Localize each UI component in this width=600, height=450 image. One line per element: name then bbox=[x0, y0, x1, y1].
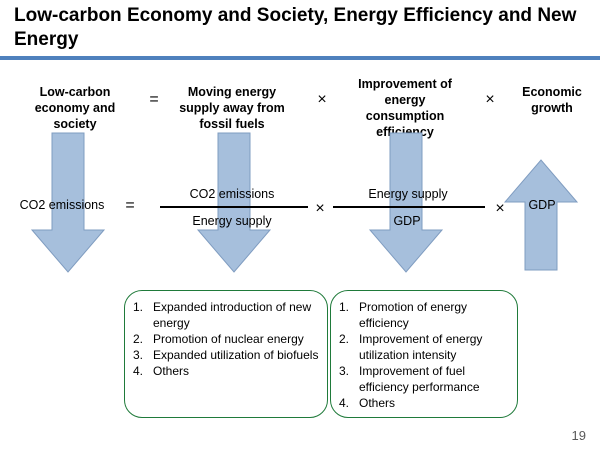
list-text: Expanded utilization of biofuels bbox=[153, 348, 319, 362]
list-text: Expanded introduction of new energy bbox=[153, 300, 312, 330]
down-arrow-col3 bbox=[368, 132, 444, 273]
list-number: 4. bbox=[339, 396, 350, 410]
page-number: 19 bbox=[571, 428, 586, 443]
header-economic-growth: Economic growth bbox=[522, 85, 582, 115]
measures-box-consumption-efficiency: 1. Promotion of energy efficiency 2. Impro… bbox=[330, 290, 518, 418]
list-text: Others bbox=[153, 364, 190, 378]
list-text: Others bbox=[359, 396, 396, 410]
fraction-1-denominator: Energy supply bbox=[192, 214, 272, 228]
list-number: 3. bbox=[339, 364, 350, 378]
eq-times-sign-2: × bbox=[495, 200, 505, 217]
list-text: Promotion of energy efficiency bbox=[359, 300, 468, 330]
list-item: 3. Improvement of fuel efficiency perform… bbox=[331, 363, 517, 395]
list-text: Promotion of nuclear energy bbox=[153, 332, 304, 346]
eq-times-sign-1: × bbox=[315, 200, 325, 217]
fraction-bar-1 bbox=[160, 206, 308, 208]
list-number: 2. bbox=[133, 332, 144, 346]
list-number: 1. bbox=[339, 300, 350, 314]
fraction-1-numerator: CO2 emissions bbox=[189, 187, 275, 201]
list-number: 1. bbox=[133, 300, 144, 314]
down-arrow-col2 bbox=[196, 132, 272, 273]
eq-lhs-co2-emissions: CO2 emissions bbox=[19, 198, 105, 212]
fraction-2-denominator: GDP bbox=[393, 214, 421, 228]
list-number: 3. bbox=[133, 348, 144, 362]
header-equals-sign: = bbox=[149, 91, 159, 108]
down-arrow-col1 bbox=[30, 132, 106, 273]
list-number: 4. bbox=[133, 364, 144, 378]
up-arrow-col4 bbox=[503, 159, 579, 271]
eq-rhs-gdp: GDP bbox=[528, 198, 556, 212]
measures-box-energy-supply: 1. Expanded introduction of new energy 2.… bbox=[124, 290, 328, 418]
header-times-sign-2: × bbox=[485, 91, 495, 108]
fraction-2-numerator: Energy supply bbox=[368, 187, 448, 201]
list-text: Improvement of energy utilization intens… bbox=[359, 332, 483, 362]
list-item: 4. Others bbox=[125, 363, 327, 379]
list-number: 2. bbox=[339, 332, 350, 346]
list-item: 3. Expanded utilization of biofuels bbox=[125, 347, 327, 363]
fraction-bar-2 bbox=[333, 206, 485, 208]
slide-title: Low-carbon Economy and Society, Energy E… bbox=[14, 5, 577, 50]
list-item: 4. Others bbox=[331, 395, 517, 411]
list-item: 2. Improvement of energy utilization inte… bbox=[331, 331, 517, 363]
header-consumption-efficiency: Improvement of energy consumption effici… bbox=[358, 77, 452, 139]
header-low-carbon-society: Low-carbon economy and society bbox=[34, 85, 116, 131]
header-times-sign-1: × bbox=[317, 91, 327, 108]
header-moving-energy-supply: Moving energy supply away from fossil fu… bbox=[179, 85, 285, 131]
list-item: 2. Promotion of nuclear energy bbox=[125, 331, 327, 347]
list-item: 1. Promotion of energy efficiency bbox=[331, 299, 517, 331]
eq-equals-sign: = bbox=[125, 197, 135, 214]
list-text: Improvement of fuel efficiency performan… bbox=[359, 364, 480, 394]
list-item: 1. Expanded introduction of new energy bbox=[125, 299, 327, 331]
title-underline bbox=[0, 56, 600, 60]
